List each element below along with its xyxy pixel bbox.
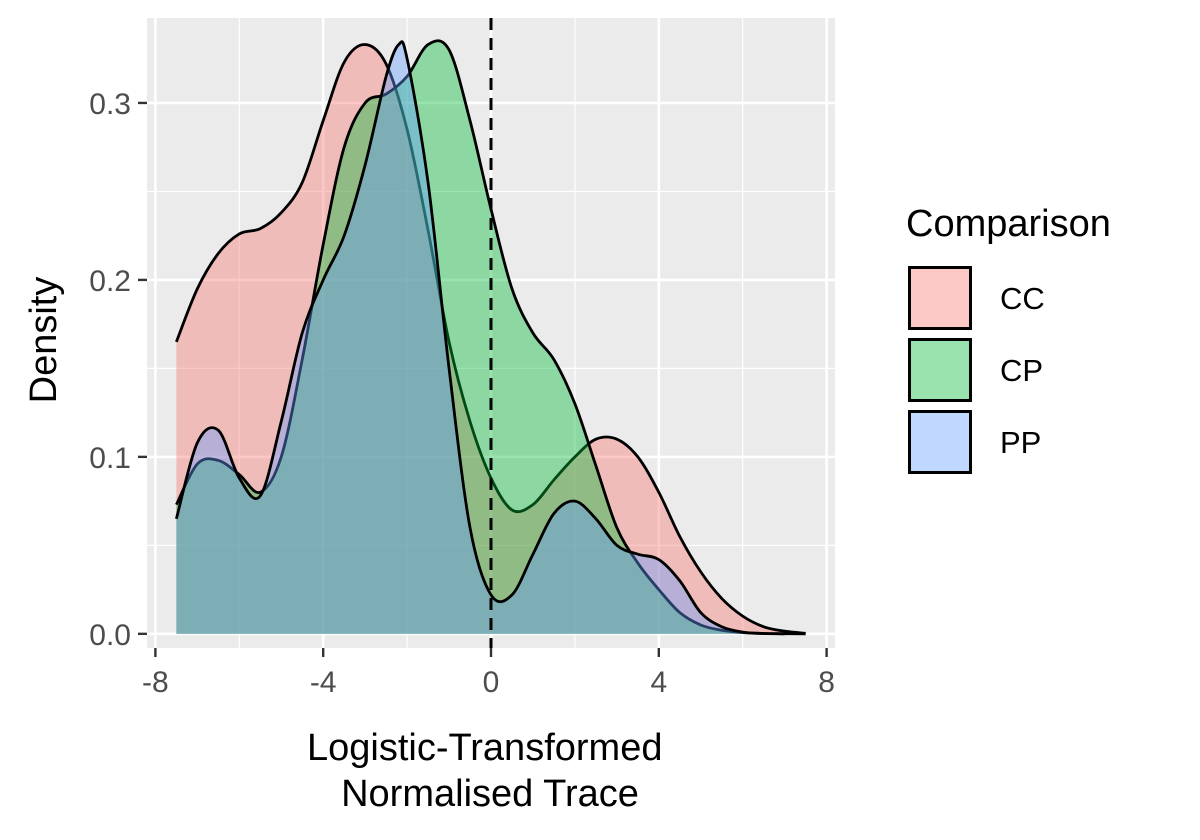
legend-keys: CC CP PP xyxy=(908,266,1045,474)
y-tick-labels: 0.0 0.1 0.2 0.3 xyxy=(89,88,131,652)
y-tick-label: 0.1 xyxy=(89,442,131,475)
y-axis-title: Density xyxy=(23,277,65,404)
density-areas xyxy=(175,39,806,636)
x-tick-label: 0 xyxy=(483,666,500,699)
x-axis-title-line-2: Normalised Trace xyxy=(341,773,639,815)
legend-title: Comparison xyxy=(906,203,1111,245)
x-axis-title: Logistic-Transformed Normalised Trace xyxy=(307,727,673,815)
legend-key-bg-pp xyxy=(908,410,972,474)
x-tick-labels: -8 -4 0 4 8 xyxy=(142,666,835,699)
density-line-cp xyxy=(175,39,806,636)
y-tick-label: 0.2 xyxy=(89,265,131,298)
density-line-cc xyxy=(175,43,806,635)
area-pp xyxy=(176,41,785,634)
legend-label-cp: CP xyxy=(1000,353,1043,388)
legend-label-cc: CC xyxy=(1000,281,1045,316)
legend-key-cc xyxy=(908,266,972,330)
x-axis-title-line-1: Logistic-Transformed xyxy=(307,727,663,769)
axis-ticks xyxy=(138,101,828,657)
area-cp xyxy=(176,40,806,634)
legend: Comparison CC CP PP xyxy=(906,203,1111,474)
y-tick-label: 0.3 xyxy=(89,88,131,121)
density-line-pp xyxy=(175,40,785,636)
legend-key-bg-cc xyxy=(908,266,972,330)
legend-key-pp xyxy=(908,410,972,474)
legend-label-pp: PP xyxy=(1000,425,1041,460)
legend-key-cp xyxy=(908,338,972,402)
x-tick-label: 4 xyxy=(650,666,667,699)
x-tick-label: -8 xyxy=(142,666,169,699)
y-tick-label: 0.0 xyxy=(89,619,131,652)
legend-key-bg-cp xyxy=(908,338,972,402)
x-tick-label: -4 xyxy=(310,666,337,699)
x-tick-label: 8 xyxy=(818,666,835,699)
